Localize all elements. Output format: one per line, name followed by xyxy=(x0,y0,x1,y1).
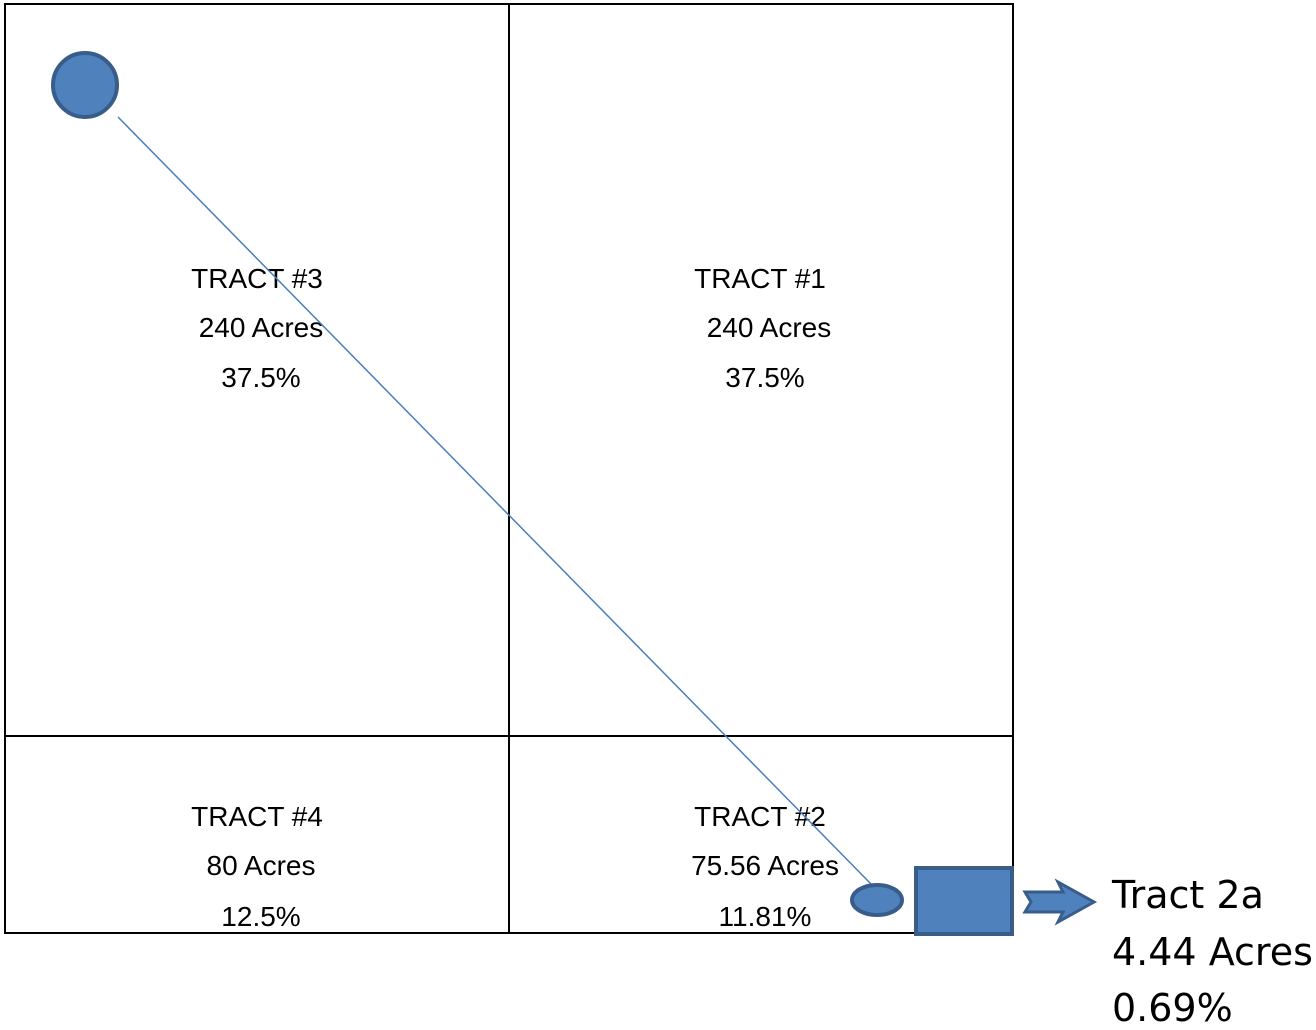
tract-2: TRACT #2 75.56 Acres 11.81% xyxy=(691,801,839,932)
tract-2a-percent: 0.69% xyxy=(1112,986,1233,1030)
tract-3-name: TRACT #3 xyxy=(191,263,323,294)
circle-marker-icon xyxy=(51,51,119,119)
tract-1-percent: 37.5% xyxy=(725,362,804,393)
tract-2-name: TRACT #2 xyxy=(694,801,826,832)
tract-1-name: TRACT #1 xyxy=(694,263,826,294)
tract-2a-name: Tract 2a xyxy=(1111,873,1264,917)
tract-3-percent: 37.5% xyxy=(221,362,300,393)
tract-2a-acres: 4.44 Acres xyxy=(1112,930,1313,974)
connector-line xyxy=(117,116,873,886)
small-oval-marker-icon xyxy=(850,883,904,917)
tract-4: TRACT #4 80 Acres 12.5% xyxy=(191,801,323,932)
tract-3: TRACT #3 240 Acres 37.5% xyxy=(191,263,323,393)
tract-2-percent: 11.81% xyxy=(719,901,812,932)
right-arrow-icon xyxy=(1022,878,1098,926)
tract-4-percent: 12.5% xyxy=(221,901,300,932)
tract-4-acres: 80 Acres xyxy=(207,850,316,881)
tract-2a-callout: Tract 2a 4.44 Acres 0.69% xyxy=(1111,873,1313,1030)
tract-1: TRACT #1 240 Acres 37.5% xyxy=(694,263,831,393)
tract-3-acres: 240 Acres xyxy=(199,312,324,343)
tract-2-acres: 75.56 Acres xyxy=(691,850,839,881)
tract-1-acres: 240 Acres xyxy=(707,312,832,343)
tract-4-name: TRACT #4 xyxy=(191,801,323,832)
square-marker-icon xyxy=(914,866,1014,936)
